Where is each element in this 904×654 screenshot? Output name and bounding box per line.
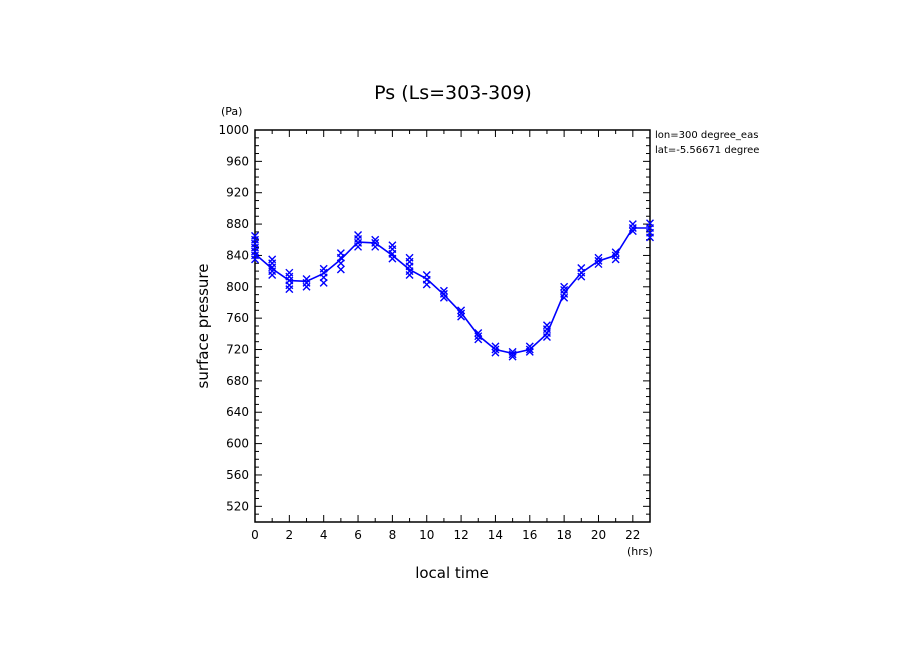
x-tick-label: 22 [625, 528, 640, 542]
y-tick-label: 760 [226, 311, 249, 325]
x-tick-label: 20 [591, 528, 606, 542]
data-point-marker [285, 268, 294, 277]
data-point-marker [268, 255, 277, 264]
data-point-marker [439, 286, 448, 295]
x-tick-label: 14 [488, 528, 503, 542]
x-tick-label: 6 [354, 528, 362, 542]
x-axis-label: local time [415, 564, 489, 582]
data-point-marker [336, 249, 345, 258]
x-tick-label: 4 [320, 528, 328, 542]
data-point-marker [577, 263, 586, 272]
data-point-marker [628, 220, 637, 229]
x-tick-label: 8 [389, 528, 397, 542]
x-tick-label: 0 [251, 528, 259, 542]
data-point-marker [508, 350, 517, 359]
data-point-marker [422, 271, 431, 280]
data-point-marker [336, 265, 345, 274]
data-point-marker [388, 241, 397, 250]
data-point-marker [594, 253, 603, 262]
data-point-marker [251, 231, 259, 240]
series-line [254, 227, 650, 355]
data-point-marker [457, 306, 466, 315]
y-tick-label: 800 [226, 280, 249, 294]
data-point-marker [439, 289, 448, 298]
data-point-marker [594, 260, 603, 269]
chart-title: Ps (Ls=303-309) [374, 82, 532, 104]
y-tick-label: 1000 [218, 123, 249, 137]
data-point-marker [628, 227, 637, 236]
data-point-marker [491, 342, 500, 351]
plot-frame [254, 129, 651, 523]
data-point-marker [354, 231, 363, 240]
y-tick-label: 680 [226, 374, 249, 388]
axes: 0 2 4 6 8 10 12 14 16 18 20 22 520 560 600 640 680 720 760… [218, 123, 651, 542]
data-point-marker [560, 282, 569, 291]
data-point-marker [491, 345, 500, 354]
data-point-marker [594, 256, 603, 265]
data-point-marker [611, 251, 620, 260]
data-point-marker [371, 235, 380, 244]
data-point-marker [302, 274, 311, 283]
y-tick-label: 560 [226, 468, 249, 482]
data-point-marker [457, 312, 466, 321]
data-point-marker [457, 309, 466, 318]
annotation-lat: lat=-5.56671 degree [655, 145, 759, 156]
data-point-marker [371, 238, 380, 247]
plot-area [251, 219, 654, 361]
data-point-marker [319, 264, 328, 273]
y-unit-label: (Pa) [221, 105, 242, 118]
data-point-marker [474, 329, 483, 338]
x-tick-label: 10 [419, 528, 434, 542]
y-axis-label: surface pressure [194, 264, 212, 389]
y-tick-label: 920 [226, 186, 249, 200]
y-tick-label: 640 [226, 405, 249, 419]
annotation-lon: lon=300 degree_eas [655, 130, 758, 141]
y-tick-label: 880 [226, 217, 249, 231]
data-point-marker [474, 335, 483, 344]
data-point-marker [474, 332, 483, 341]
data-point-marker [542, 321, 551, 330]
x-tick-label: 12 [453, 528, 468, 542]
y-tick-label: 840 [226, 248, 249, 262]
x-tick-label: 16 [522, 528, 537, 542]
data-point-marker [560, 285, 569, 294]
data-point-marker [525, 345, 534, 354]
y-tick-label: 960 [226, 154, 249, 168]
data-point-marker [508, 347, 517, 356]
y-tick-label: 520 [226, 499, 249, 513]
y-tick-label: 600 [226, 437, 249, 451]
data-point-marker [611, 248, 620, 257]
x-tick-label: 2 [286, 528, 294, 542]
data-point-marker [646, 219, 654, 228]
x-tick-label: 18 [556, 528, 571, 542]
x-unit-label: (hrs) [627, 545, 653, 558]
data-point-marker [525, 342, 534, 351]
data-point-marker [405, 253, 414, 262]
data-point-marker [491, 348, 500, 357]
y-tick-label: 720 [226, 343, 249, 357]
